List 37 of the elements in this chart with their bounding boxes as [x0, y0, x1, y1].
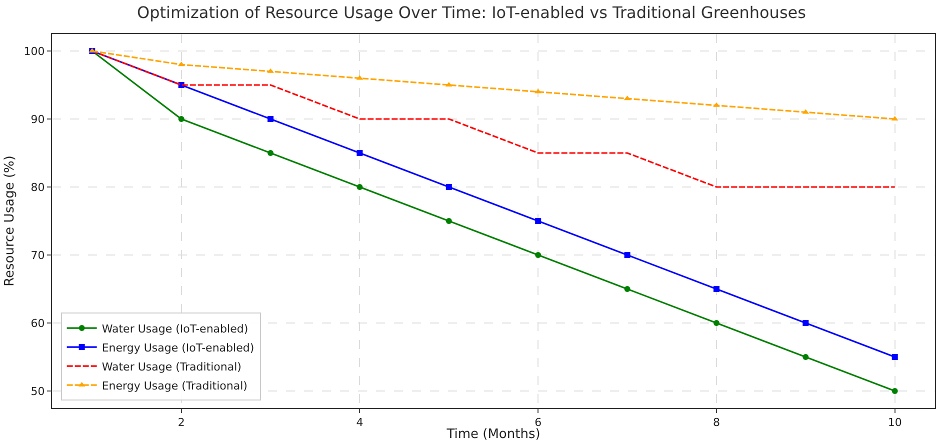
chart-title: Optimization of Resource Usage Over Time: IoT-enabled vs Traditional Greenhouses: [137, 2, 806, 22]
point: [178, 116, 184, 122]
point: [535, 252, 542, 258]
point: [267, 68, 274, 73]
point: [892, 354, 898, 360]
point: [892, 388, 898, 394]
x-tick-label: 8: [712, 416, 720, 430]
point: [446, 184, 452, 190]
point: [356, 150, 363, 156]
x-axis-title: Time (Months): [446, 427, 540, 442]
point: [624, 286, 630, 292]
y-axis-title: Resource Usage (%): [2, 156, 18, 286]
y-tick-label: 100: [24, 44, 45, 58]
point: [268, 116, 274, 122]
point: [802, 354, 809, 360]
point: [713, 102, 720, 107]
x-tick-label: 10: [888, 416, 902, 430]
x-tick-label: 2: [178, 416, 185, 430]
point: [713, 320, 720, 326]
point: [802, 320, 809, 326]
legend-label: Energy Usage (Traditional): [102, 379, 248, 392]
y-tick-label: 50: [30, 384, 45, 398]
point: [624, 252, 630, 258]
point: [535, 218, 542, 224]
point: [268, 150, 274, 156]
point: [713, 286, 720, 292]
legend-label: Water Usage (Traditional): [102, 360, 242, 374]
y-tick-label: 70: [30, 248, 45, 262]
x-tick-label: 4: [356, 416, 364, 430]
point: [356, 184, 363, 190]
point: [446, 218, 452, 224]
y-tick-label: 60: [30, 316, 45, 330]
legend-label: Energy Usage (IoT-enabled): [102, 341, 254, 354]
legend-label: Water Usage (IoT-enabled): [102, 322, 248, 336]
y-tick-label: 90: [30, 112, 45, 126]
y-tick-label: 80: [30, 180, 45, 194]
x-tick-label: 6: [534, 416, 542, 430]
